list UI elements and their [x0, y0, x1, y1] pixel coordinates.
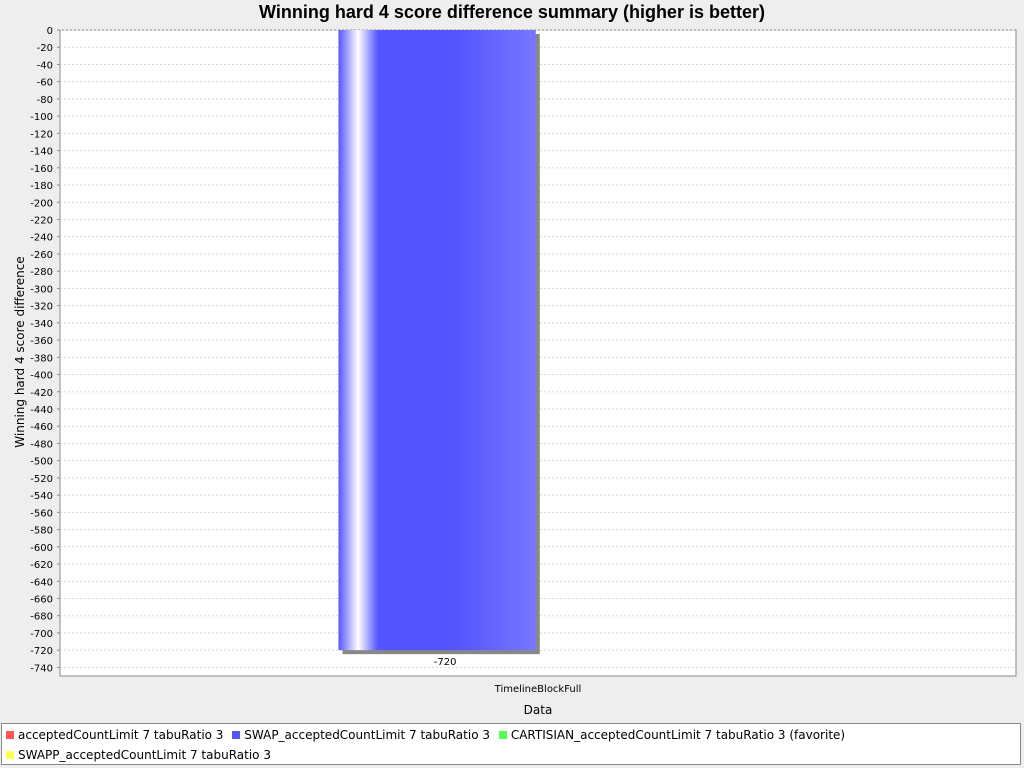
y-tick-label: -100: [30, 112, 53, 123]
legend-row-2: SWAPP_acceptedCountLimit 7 tabuRatio 3: [6, 746, 276, 764]
y-axis-label: Winning hard 4 score difference: [13, 256, 27, 447]
legend-label: SWAPP_acceptedCountLimit 7 tabuRatio 3: [18, 748, 271, 762]
y-tick-label: -400: [30, 371, 53, 382]
legend-item: SWAP_acceptedCountLimit 7 tabuRatio 3: [232, 726, 490, 744]
y-tick-label: -660: [30, 594, 53, 605]
y-tick-label: -80: [37, 95, 53, 106]
y-tick-label: -540: [30, 491, 53, 502]
bar-data-label: -720: [434, 657, 457, 668]
y-tick-label: -260: [30, 250, 53, 261]
y-tick-label: 0: [47, 26, 53, 37]
y-tick-label: -560: [30, 508, 53, 519]
legend-row-1: acceptedCountLimit 7 tabuRatio 3 SWAP_ac…: [6, 726, 850, 744]
y-tick-label: -500: [30, 457, 53, 468]
y-tick-label: -140: [30, 147, 53, 158]
bar: [338, 30, 536, 651]
legend-item: CARTISIAN_acceptedCountLimit 7 tabuRatio…: [498, 726, 846, 744]
y-tick-label: -220: [30, 215, 53, 226]
y-tick-label: -320: [30, 302, 53, 313]
y-tick-label: -40: [37, 60, 53, 71]
bars: -720: [338, 30, 540, 668]
y-tick-label: -600: [30, 543, 53, 554]
y-tick-label: -60: [37, 78, 53, 89]
y-tick-label: -280: [30, 267, 53, 278]
y-tick-label: -160: [30, 164, 53, 175]
y-tick-label: -740: [30, 663, 53, 674]
y-tick-label: -720: [30, 646, 53, 657]
y-tick-label: -680: [30, 612, 53, 623]
y-tick-label: -580: [30, 526, 53, 537]
y-tick-label: -120: [30, 129, 53, 140]
y-axis-ticks: 0 -20 -40 -60 -80 -100 -120 -140 -160 -180 -200 -22…: [30, 26, 60, 674]
y-tick-label: -200: [30, 198, 53, 209]
legend-label: SWAP_acceptedCountLimit 7 tabuRatio 3: [244, 728, 490, 742]
legend-swatch: [6, 751, 14, 759]
legend-swatch: [6, 731, 14, 739]
y-tick-label: -520: [30, 474, 53, 485]
legend-item: acceptedCountLimit 7 tabuRatio 3: [6, 726, 223, 744]
y-tick-label: -300: [30, 284, 53, 295]
legend: acceptedCountLimit 7 tabuRatio 3 SWAP_ac…: [1, 723, 1021, 765]
y-tick-label: -620: [30, 560, 53, 571]
y-tick-label: -340: [30, 319, 53, 330]
y-tick-label: -20: [37, 43, 53, 54]
y-tick-label: -360: [30, 336, 53, 347]
y-tick-label: -380: [30, 353, 53, 364]
legend-swatch: [232, 731, 241, 739]
y-tick-label: -440: [30, 405, 53, 416]
y-tick-label: -640: [30, 577, 53, 588]
legend-swatch: [498, 731, 507, 739]
legend-label: acceptedCountLimit 7 tabuRatio 3: [18, 728, 224, 742]
y-tick-label: -420: [30, 388, 53, 399]
legend-item: SWAPP_acceptedCountLimit 7 tabuRatio 3: [6, 746, 271, 764]
y-tick-label: -240: [30, 233, 53, 244]
y-tick-label: -700: [30, 629, 53, 640]
legend-label: CARTISIAN_acceptedCountLimit 7 tabuRatio…: [510, 728, 846, 742]
chart-title: Winning hard 4 score difference summary …: [259, 2, 765, 22]
y-tick-label: -480: [30, 439, 53, 450]
chart-area: 0 -20 -40 -60 -80 -100 -120 -140 -160 -180 -200 -22…: [13, 26, 1017, 717]
x-tick-label: TimelineBlockFull: [494, 684, 582, 695]
y-tick-label: -460: [30, 422, 53, 433]
y-tick-label: -180: [30, 181, 53, 192]
x-axis-label: Data: [524, 703, 553, 717]
